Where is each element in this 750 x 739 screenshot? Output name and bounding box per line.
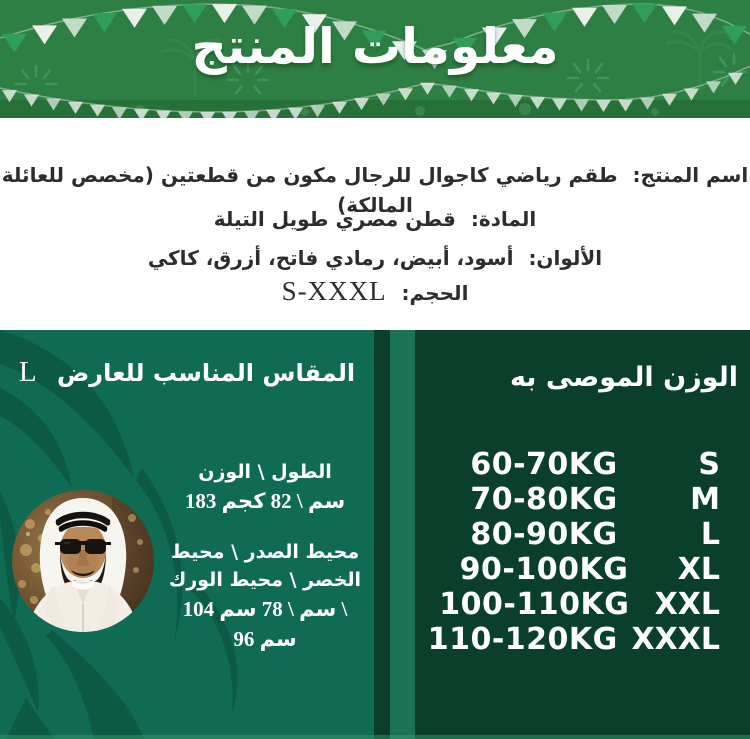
size-table-row: 100-110KG XXL	[374, 587, 750, 622]
palm-watermark-icon	[160, 30, 733, 98]
banner-bottom-strip	[0, 100, 750, 118]
height-weight-label: الطول \ الوزن	[198, 461, 332, 483]
page-title: معلومات المنتج	[191, 18, 559, 75]
divider-stripe	[390, 330, 415, 739]
product-details: اسم المنتج: طقم رياضي كاجوال للرجال مكون…	[0, 118, 750, 330]
size-table-row: 80-90KG L	[374, 517, 750, 552]
material-row: المادة: قطن مصري طويل التيلة	[0, 204, 750, 234]
weight-range: 60-70KG	[470, 447, 618, 482]
product-name-row: اسم المنتج: طقم رياضي كاجوال للرجال مكون…	[0, 160, 750, 220]
size-range-value: S-XXXL	[281, 276, 387, 306]
product-name-value: طقم رياضي كاجوال للرجال مكون من قطعتين (…	[1, 163, 618, 217]
size-table-row: 60-70KG S	[374, 447, 750, 482]
size-table-row: 70-80KG M	[374, 482, 750, 517]
colors-label: الألوان:	[528, 246, 603, 270]
bunting-flags-lower	[0, 65, 750, 118]
colors-value: أسود، أبيض، رمادي فاتح، أزرق، كاكي	[147, 246, 514, 270]
size-guide-section: المقاس المناسب للعارض L	[0, 330, 750, 739]
weight-range: 110-120KG	[427, 622, 618, 657]
material-value: قطن مصري طويل التيلة	[213, 207, 456, 231]
weight-range: 100-110KG	[439, 587, 630, 622]
size-letter: M	[690, 482, 720, 517]
size-letter: L	[700, 517, 720, 552]
size-table-row: 110-120KG XXXL	[374, 622, 750, 657]
weight-range: 90-100KG	[459, 552, 629, 587]
model-panel-title-row: المقاس المناسب للعارض L	[0, 356, 374, 389]
size-row: الحجم: S-XXXL	[0, 276, 750, 308]
model-measurements: الطول \ الوزن 183 سم \ 82 كجم محيط الصدر…	[158, 458, 372, 654]
product-name-label: اسم المنتج:	[632, 163, 749, 187]
circumference-label: محيط الصدر \ محيط الخصر \ محيط الورك	[168, 541, 362, 591]
palm-leaf-decoration	[0, 330, 238, 739]
material-label: المادة:	[470, 207, 537, 231]
banner: معلومات المنتج	[0, 0, 750, 118]
size-letter: XXXL	[631, 622, 720, 657]
size-letter: S	[698, 447, 720, 482]
colors-row: الألوان: أسود، أبيض، رمادي فاتح، أزرق، ك…	[0, 243, 750, 273]
model-portrait-illustration	[12, 490, 154, 632]
size-letter: XL	[677, 552, 720, 587]
banner-decoration	[0, 3, 750, 118]
size-letter: XXL	[654, 587, 720, 622]
bunting-flags-upper	[0, 3, 750, 69]
mustache	[71, 570, 95, 576]
fireworks-icon	[14, 52, 748, 95]
model-panel-title: المقاس المناسب للعارض	[57, 359, 356, 387]
model-size-panel: المقاس المناسب للعارض L	[0, 330, 374, 739]
model-photo	[12, 490, 154, 632]
weight-panel: الوزن الموصى به 60-70KG S 70-80KG M 80-9…	[374, 330, 750, 739]
weight-range: 80-90KG	[470, 517, 618, 552]
size-label: الحجم:	[401, 281, 469, 305]
agal-headband	[55, 511, 111, 532]
size-table-row: 90-100KG XL	[374, 552, 750, 587]
weight-panel-title: الوزن الموصى به	[509, 362, 738, 393]
height-weight-value: 183 سم \ 82 كجم	[184, 489, 346, 513]
weight-range: 70-80KG	[470, 482, 618, 517]
size-table: 60-70KG S 70-80KG M 80-90KG L 90-100KG X…	[374, 447, 750, 657]
circumference-value: 104 سم \ 78 سم \ 96 سم	[182, 597, 348, 651]
model-size-value: L	[18, 356, 37, 388]
bottom-edge-highlight	[0, 735, 750, 739]
